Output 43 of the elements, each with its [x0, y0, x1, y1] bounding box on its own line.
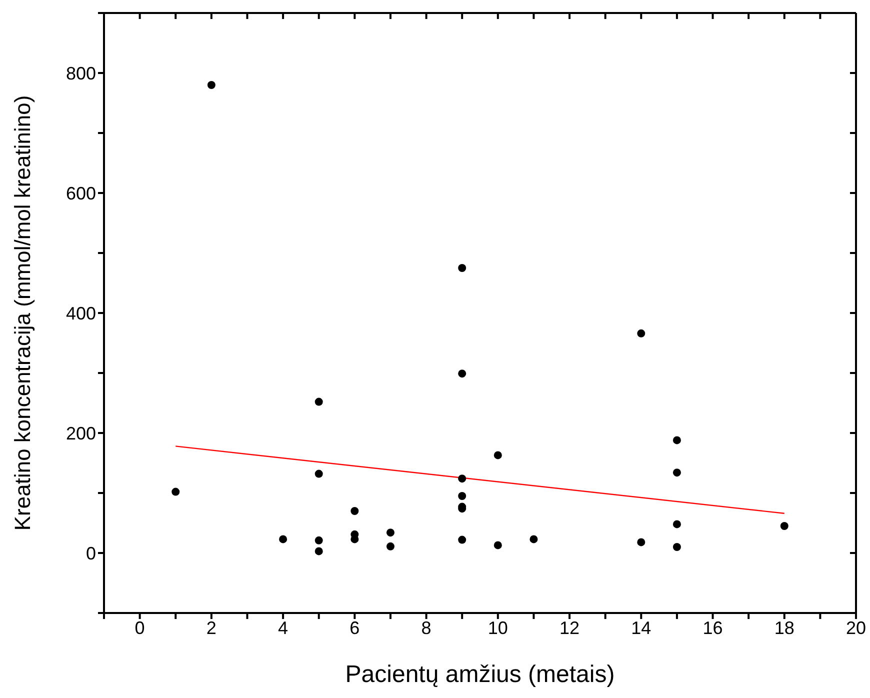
x-tick-label: 20: [846, 618, 866, 638]
x-tick-label: 4: [278, 618, 288, 638]
point: [494, 451, 502, 460]
point: [279, 535, 288, 544]
point: [314, 547, 323, 556]
y-tick-label: 800: [66, 63, 96, 84]
x-tick-label: 16: [702, 618, 723, 638]
point: [314, 398, 323, 406]
point: [350, 507, 359, 515]
y-tick-label: 200: [66, 423, 96, 444]
point: [458, 536, 466, 544]
point: [207, 81, 216, 89]
point: [386, 528, 394, 537]
y-tick-label: 400: [66, 303, 96, 324]
point: [672, 543, 681, 551]
x-tick-label: 6: [350, 618, 360, 638]
point: [458, 370, 466, 378]
point: [637, 329, 646, 338]
point: [672, 520, 681, 528]
x-tick-label: 10: [488, 618, 508, 638]
point: [458, 474, 466, 483]
point: [386, 542, 394, 550]
y-tick-label: 0: [86, 543, 96, 564]
y-axis-title: Kreatino koncentracija (mmol/mol kreatinino): [10, 95, 35, 531]
y-tick-label: 600: [66, 183, 96, 204]
point: [530, 535, 538, 544]
x-tick-label: 2: [206, 618, 216, 638]
point: [314, 470, 323, 478]
x-tick-label: 12: [560, 618, 580, 638]
x-tick-label: 8: [421, 618, 432, 638]
point: [672, 468, 681, 477]
point: [780, 522, 788, 530]
x-tick-label: 14: [631, 618, 652, 638]
x-axis-title: Pacientų amžius (metais): [345, 661, 615, 688]
x-tick-label: 0: [134, 618, 145, 638]
point: [672, 436, 681, 444]
point: [314, 536, 323, 544]
point: [172, 488, 180, 496]
point: [637, 538, 646, 546]
point: [458, 492, 466, 500]
x-tick-label: 18: [774, 618, 794, 638]
point: [494, 541, 502, 550]
point: [458, 264, 466, 272]
